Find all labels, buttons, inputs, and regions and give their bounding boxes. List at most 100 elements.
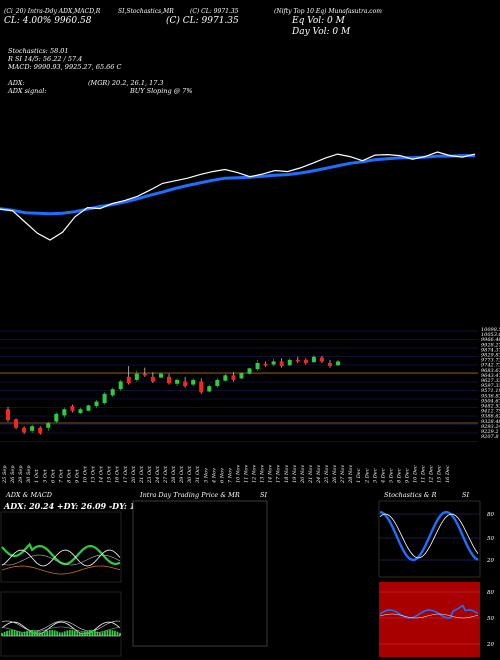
macd-hist-bar [3,631,6,636]
price-tick-label: 9536.83 [481,393,500,399]
macd-hist-bar [91,630,94,636]
macd-hist-bar [73,630,76,636]
candle-body [255,362,260,370]
price-tick-label: 9293.24 [481,424,500,430]
macd-hist-bar [8,630,11,636]
header-line2-left: CL: 4.00% 9960.58 [4,16,92,26]
date-tick-label: 4 Dec [380,468,386,484]
candle-body [14,419,19,428]
candle-body [328,362,332,367]
macd-hist-bar [109,630,111,636]
intraday-panel [132,500,268,647]
price-tick-label: 10098.56 [481,327,500,333]
candle-body [126,376,131,383]
date-tick-label: 13 Oct [91,465,97,483]
main-line-chart [0,151,476,241]
macd-hist-bar [71,630,74,636]
macd-hist-bar [41,632,44,636]
macd-hist-bar [93,630,96,636]
macd-hist-bar [21,632,23,636]
date-tick-label: 26 Sep [10,465,16,484]
price-tick-label: 9504.67 [481,398,500,404]
candle-body [158,373,163,378]
date-tick-label: 1 Oct [34,468,40,483]
stoch-readout: Stochastics: 58.01 [8,47,69,55]
candle-body [167,376,171,383]
macd-hist-bar [53,630,56,636]
adx-readout: ADX: [8,79,25,87]
date-tick-label: 11 Dec [421,465,427,483]
date-tick-label: 11 Nov [244,465,250,483]
price-tick-label: 9966.46 [481,337,500,343]
date-tick-label: 6 Oct [50,468,56,483]
date-tick-label: 10 Dec [413,465,419,483]
date-tick-label: 26 Nov [332,465,338,484]
stoch-k-line [379,510,479,562]
price-tick-label: 9412.75 [481,409,500,415]
candle-body [94,401,99,407]
rsi-level-label: 20 [486,642,494,648]
price-tick-label: 9571.19 [481,388,500,394]
macd-hist-bar [13,630,16,636]
price-tick-label: 9773.73 [481,358,500,364]
date-tick-label: 12 Dec [429,465,435,483]
price-tick-label: 9643.47 [481,373,500,379]
macd-hist-bar [101,632,104,636]
date-tick-label: 29 Oct [179,465,185,484]
date-tick-label: 18 Nov [284,465,290,483]
date-tick-label: 15 Dec [437,465,443,483]
macd-hist-bar [61,632,64,636]
macd-hist-bar [48,630,51,636]
rsi-lines [379,604,479,619]
stoch-lines [379,510,479,562]
adx-panel-values: ADX: 20.24 +DY: 26.09 -DY: 17.31 [4,501,155,511]
price-tick-label: 9229.2 [481,429,499,435]
candle-body [223,375,228,381]
date-tick-label: 29 Sep [18,465,24,484]
macd-hist-bar [99,632,101,636]
date-tick-label: 10 Oct [83,465,89,483]
date-tick-label: 21 Oct [139,465,145,484]
stoch-level-label: 20 [486,558,494,564]
date-tick-label: 14 Nov [268,465,274,483]
adx-orange-line [1,565,121,575]
rsi-signal-line [379,613,479,619]
price-tick-label: 9386.62 [481,414,500,420]
rsi-level-label: 50 [487,616,494,622]
candle-body [239,372,244,379]
stoch-panel: 80 50 20 80 50 20 [378,500,494,657]
candle-body [86,405,91,411]
candle-body [62,409,67,416]
macd-hist-bar [38,632,41,636]
rsi-line [379,604,479,619]
adx-panel [0,511,122,657]
candle-marks [6,355,341,435]
macd-hist-bar [111,630,114,636]
macd-hist-bar [104,631,106,636]
candle-body [118,381,123,390]
macd-hist-bar [18,631,21,636]
price-tick-label: 9207.8 [481,434,499,440]
stoch-level-label: 50 [487,536,494,542]
macd-hist-bar [23,631,26,636]
price-tick-label: 9627.33 [481,378,500,384]
macd-hist-bar [119,632,121,636]
date-tick-label: 6 Nov [219,468,225,483]
intraday-panel-title-r: SI [260,491,268,499]
stoch-panel-title: Stochastics & R [384,491,437,499]
date-tick-label: 9 Oct [74,468,80,483]
date-tick-label: 23 Oct [147,465,153,484]
macd-hist-bar [106,630,109,636]
candle-body [271,361,276,365]
date-tick-label: 4 Nov [211,468,217,484]
date-tick-label: 25 Sep [2,465,8,484]
candle-body [215,379,220,387]
macd-hist-bar [78,632,81,636]
macd-hist-bar [56,631,59,636]
candle-body [175,379,180,384]
candle-body [263,363,268,366]
macd-hist-bar [66,630,69,636]
price-tick-label: 9597.33 [481,383,500,389]
date-tick-label: 5 Dec [388,468,394,483]
price-line [0,151,476,241]
